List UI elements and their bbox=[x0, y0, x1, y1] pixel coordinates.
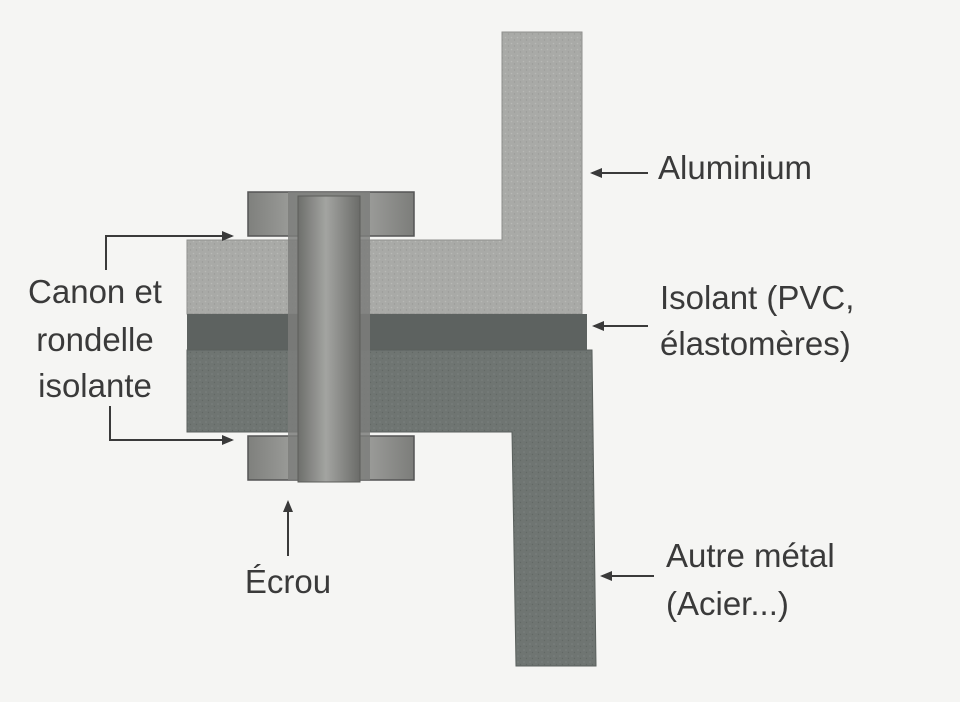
label-ecrou: Écrou bbox=[244, 563, 332, 600]
aluminium-plate bbox=[186, 31, 583, 315]
label-aluminium: Aluminium bbox=[658, 149, 813, 186]
other-metal-plate bbox=[186, 349, 597, 667]
label-canon-line3: isolante bbox=[38, 367, 152, 404]
bolt-shank bbox=[297, 195, 361, 483]
label-isolant-line2: élastomères) bbox=[660, 325, 851, 362]
canon-bottom-arrow bbox=[109, 406, 234, 445]
label-isolant-line1: Isolant (PVC, bbox=[660, 279, 855, 316]
insulator-layer bbox=[187, 314, 587, 352]
canon-top-arrow bbox=[105, 231, 234, 270]
label-canon-line1: Canon et bbox=[28, 273, 162, 310]
label-canon-line2: rondelle bbox=[36, 321, 154, 358]
label-autre-line1: Autre métal bbox=[666, 537, 835, 574]
label-autre-line2: (Acier...) bbox=[666, 585, 789, 622]
